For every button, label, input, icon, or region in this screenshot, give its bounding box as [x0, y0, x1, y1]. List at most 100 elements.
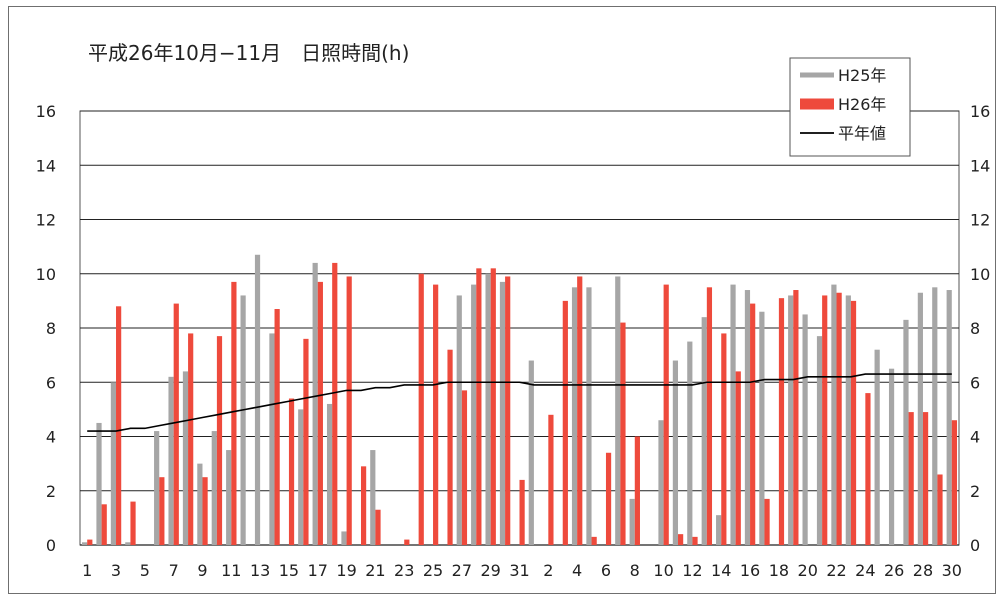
y-tick-label-left: 6 — [46, 373, 56, 392]
bar-h26-36 — [606, 453, 611, 545]
bar-h25-10 — [226, 450, 231, 545]
x-tick-label: 10 — [653, 561, 673, 580]
y-tick-label-left: 8 — [46, 319, 56, 338]
bar-h26-47 — [764, 499, 769, 545]
bar-h26-29 — [505, 276, 510, 545]
x-tick-label: 8 — [630, 561, 640, 580]
bar-h26-26 — [462, 390, 467, 545]
bar-h26-1 — [102, 504, 107, 545]
x-tick-label: 15 — [279, 561, 299, 580]
bar-h25-51 — [817, 336, 822, 545]
bar-h26-45 — [736, 371, 741, 545]
bar-h25-38 — [630, 499, 635, 545]
bar-h26-54 — [865, 393, 870, 545]
bar-h26-5 — [159, 477, 164, 545]
y-tick-label-left: 10 — [36, 265, 56, 284]
bar-h25-49 — [788, 295, 793, 545]
legend: H25年H26年平年値 — [790, 58, 910, 156]
bar-h25-55 — [875, 350, 880, 545]
y-tick-label-left: 0 — [46, 536, 56, 555]
bar-h25-18 — [341, 531, 346, 545]
bar-h25-57 — [903, 320, 908, 545]
bar-h26-7 — [188, 333, 193, 545]
bar-h26-35 — [592, 537, 597, 545]
y-tick-label-right: 0 — [970, 536, 980, 555]
bar-h26-20 — [375, 510, 380, 545]
bar-h25-2 — [111, 382, 116, 545]
bar-h26-43 — [707, 287, 712, 545]
bar-h25-1 — [96, 423, 101, 545]
y-tick-label-right: 14 — [970, 156, 990, 175]
bar-h26-9 — [217, 336, 222, 545]
bar-h26-19 — [361, 466, 366, 545]
bar-h26-33 — [563, 301, 568, 545]
bar-h25-37 — [615, 276, 620, 545]
bar-h25-50 — [803, 314, 808, 545]
x-tick-label: 25 — [423, 561, 443, 580]
x-tick-label: 5 — [140, 561, 150, 580]
bar-h26-42 — [692, 537, 697, 545]
bar-h25-28 — [485, 274, 490, 545]
bar-h25-58 — [918, 293, 923, 545]
x-tick-label: 2 — [543, 561, 553, 580]
bar-h26-28 — [491, 268, 496, 545]
bar-h25-15 — [298, 409, 303, 545]
bar-h25-3 — [125, 542, 130, 545]
chart-title: 平成26年10月−11月 日照時間(h) — [88, 41, 409, 65]
x-tick-label: 18 — [769, 561, 789, 580]
y-tick-label-left: 4 — [46, 428, 56, 447]
x-tick-label: 31 — [509, 561, 529, 580]
bar-h25-26 — [457, 295, 462, 545]
bar-h26-14 — [289, 399, 294, 545]
bar-h26-13 — [275, 309, 280, 545]
bar-h26-18 — [347, 276, 352, 545]
bar-h26-44 — [721, 333, 726, 545]
bar-h26-46 — [750, 304, 755, 545]
bar-h25-9 — [212, 431, 217, 545]
x-tick-label: 28 — [913, 561, 933, 580]
bar-h26-51 — [822, 295, 827, 545]
bar-h25-47 — [759, 312, 764, 545]
bar-h25-52 — [831, 285, 836, 545]
x-tick-label: 4 — [572, 561, 582, 580]
bar-h26-32 — [548, 415, 553, 545]
bar-h25-17 — [327, 404, 332, 545]
bar-h26-41 — [678, 534, 683, 545]
bar-h26-23 — [419, 274, 424, 545]
bar-h25-34 — [572, 287, 577, 545]
bar-h26-58 — [923, 412, 928, 545]
x-tick-label: 17 — [308, 561, 328, 580]
x-tick-label: 29 — [481, 561, 501, 580]
bar-h26-57 — [909, 412, 914, 545]
bar-h25-13 — [269, 333, 274, 545]
x-tick-label: 16 — [740, 561, 760, 580]
legend-h26-swatch — [800, 99, 834, 110]
bar-h26-34 — [577, 276, 582, 545]
bar-h25-6 — [168, 377, 173, 545]
series-h25 — [82, 255, 952, 545]
bar-h26-37 — [620, 323, 625, 545]
y-tick-label-right: 10 — [970, 265, 990, 284]
bar-h25-16 — [313, 263, 318, 545]
x-tick-label: 26 — [884, 561, 904, 580]
x-tick-label: 6 — [601, 561, 611, 580]
bar-h25-40 — [658, 420, 663, 545]
bar-h25-59 — [932, 287, 937, 545]
bar-h25-11 — [241, 295, 246, 545]
x-tick-label: 13 — [250, 561, 270, 580]
bar-h25-43 — [702, 317, 707, 545]
x-tick-label: 14 — [711, 561, 731, 580]
legend-h25-label: H25年 — [838, 66, 886, 85]
legend-h26-label: H26年 — [838, 95, 886, 114]
bar-h26-16 — [318, 282, 323, 545]
bar-h26-8 — [202, 477, 207, 545]
bar-h25-56 — [889, 369, 894, 545]
y-tick-label-left: 14 — [36, 156, 56, 175]
bar-h26-10 — [231, 282, 236, 545]
bar-h26-30 — [520, 480, 525, 545]
y-tick-label-right: 8 — [970, 319, 980, 338]
y-tick-label-right: 6 — [970, 373, 980, 392]
y-tick-label-right: 12 — [970, 211, 990, 230]
y-tick-label-right: 16 — [970, 102, 990, 121]
